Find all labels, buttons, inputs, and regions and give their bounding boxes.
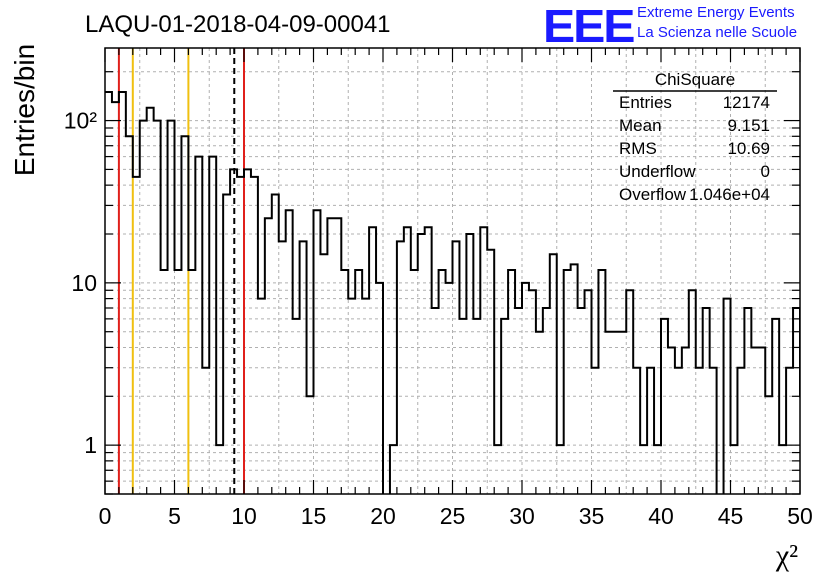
x-tick-label: 35 bbox=[579, 503, 605, 529]
stat-value-underflow: 0 bbox=[760, 162, 770, 181]
y-axis-label: Entries/bin bbox=[9, 44, 40, 176]
eee-logo: EEE bbox=[543, 0, 635, 52]
stat-value-entries: 12174 bbox=[722, 93, 770, 112]
y-tick-label: 10² bbox=[64, 108, 98, 134]
y-tick-label: 1 bbox=[84, 432, 97, 458]
x-tick-label: 45 bbox=[718, 503, 744, 529]
x-tick-label: 40 bbox=[648, 503, 674, 529]
stats-box-title: ChiSquare bbox=[654, 70, 736, 89]
x-tick-label: 15 bbox=[301, 503, 327, 529]
run-title: LAQU-01-2018-04-09-00041 bbox=[85, 11, 391, 38]
stat-value-overflow: 1.046e+04 bbox=[689, 185, 770, 204]
x-tick-label: 5 bbox=[168, 503, 181, 529]
stat-label-underflow: Underflow bbox=[619, 162, 696, 181]
x-tick-label: 10 bbox=[231, 503, 257, 529]
stat-label-overflow: Overflow bbox=[619, 185, 687, 204]
y-tick-label: 10 bbox=[71, 270, 97, 296]
x-tick-label: 20 bbox=[370, 503, 396, 529]
stat-value-mean: 9.151 bbox=[727, 116, 770, 135]
histogram-series bbox=[105, 90, 800, 494]
axes: 0 5 10 15 20 25 30 35 40 45 50 1 10 10² bbox=[64, 47, 813, 529]
org-name-line-1: Extreme Energy Events bbox=[637, 4, 795, 21]
reference-lines bbox=[117, 48, 245, 494]
x-tick-label: 25 bbox=[440, 503, 466, 529]
stat-label-rms: RMS bbox=[619, 139, 657, 158]
x-tick-label: 30 bbox=[509, 503, 535, 529]
x-tick-label: 0 bbox=[99, 503, 112, 529]
stat-value-rms: 10.69 bbox=[727, 139, 770, 158]
stat-label-entries: Entries bbox=[619, 93, 672, 112]
x-axis-label: χ² bbox=[775, 539, 798, 572]
stat-label-mean: Mean bbox=[619, 116, 662, 135]
x-tick-label: 50 bbox=[787, 503, 813, 529]
org-name-line-2: La Scienza nelle Scuole bbox=[637, 24, 798, 41]
